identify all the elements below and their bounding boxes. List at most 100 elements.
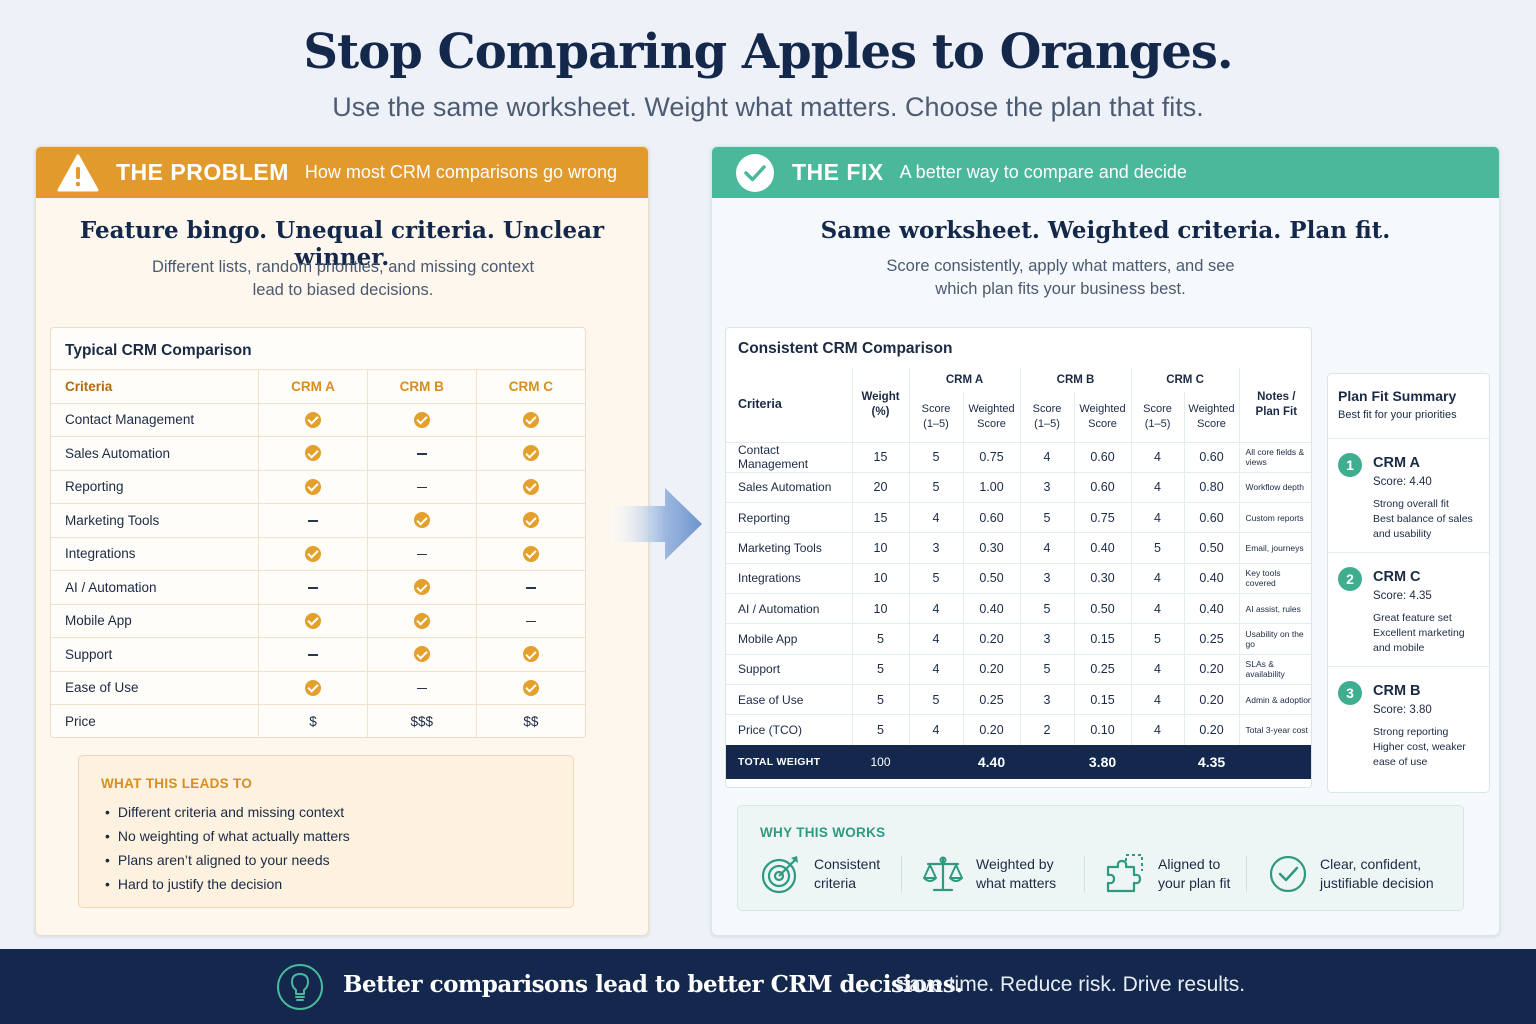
value-cell: 4 bbox=[1130, 471, 1185, 503]
criteria-cell: Contact Management bbox=[51, 402, 259, 437]
weighted-header: Weighted Score bbox=[962, 392, 1021, 442]
value-cell: 5 bbox=[908, 683, 963, 715]
value-cell: 15 bbox=[851, 441, 909, 473]
check-icon bbox=[522, 679, 539, 696]
note-cell: SLAs & availability bbox=[1238, 653, 1311, 685]
fix-heading: Same worksheet. Weighted criteria. Plan … bbox=[820, 217, 1391, 244]
score-label: Score bbox=[1032, 402, 1062, 415]
criteria-cell: AI / Automation bbox=[726, 592, 852, 624]
table-row: Price (TCO) 5 4 0.20 2 0.10 4 0.20 Total 3-year … bbox=[726, 714, 1311, 745]
footer-tagline: Save time. Reduce risk. Drive results. bbox=[895, 973, 1246, 996]
value-cell: 0.20 bbox=[962, 623, 1021, 655]
why-label: Aligned to your plan fit bbox=[1158, 855, 1278, 893]
weight-header: Weight bbox=[861, 390, 900, 403]
value-cell: 5 bbox=[851, 683, 909, 715]
table-row: Reporting 15 4 0.60 5 0.75 4 0.60 Custom reports bbox=[726, 502, 1311, 533]
table-row: Sales Automation bbox=[51, 436, 585, 470]
check-icon bbox=[413, 411, 430, 428]
why-label-line: Consistent bbox=[814, 856, 881, 872]
typical-comparison-table: Typical CRM Comparison Criteria CRM A CR… bbox=[50, 327, 586, 738]
value-cell: 2 bbox=[1019, 714, 1075, 745]
check-icon bbox=[305, 478, 322, 495]
crm-c-header: CRM C bbox=[1130, 368, 1240, 392]
table-row: Ease of Use 5 5 0.25 3 0.15 4 0.20 Admin & adopt… bbox=[726, 683, 1311, 715]
divider bbox=[901, 856, 902, 892]
value-cell: 0.50 bbox=[962, 562, 1021, 594]
leads-list: Different criteria and missing context N… bbox=[105, 800, 350, 896]
table-row: Ease of Use bbox=[51, 670, 585, 705]
value-cell: 0.15 bbox=[1073, 623, 1132, 655]
dash-icon bbox=[416, 453, 427, 455]
why-label-line: justifiable decision bbox=[1320, 875, 1434, 891]
note-cell: Admin & adoption bbox=[1238, 683, 1311, 715]
criteria-cell: Mobile App bbox=[726, 623, 852, 655]
fix-desc-line: which plan fits your business best. bbox=[935, 280, 1186, 298]
value-cell: 10 bbox=[851, 562, 909, 594]
plan-desc-line: Higher cost, weaker ease of use bbox=[1373, 741, 1466, 768]
value-cell: 0.20 bbox=[1183, 653, 1240, 685]
plan-description: Strong reporting Higher cost, weaker ease… bbox=[1373, 725, 1485, 770]
plan-desc-line: Strong reporting bbox=[1373, 726, 1449, 738]
dash-icon bbox=[416, 553, 427, 556]
table-row: Mobile App 5 4 0.20 3 0.15 5 0.25 Usability on t… bbox=[726, 623, 1311, 655]
dash-cell bbox=[258, 637, 368, 671]
check-icon bbox=[522, 445, 539, 462]
value-cell: 4 bbox=[908, 502, 963, 533]
weighted-label: Weighted bbox=[1188, 402, 1235, 415]
value-cell: 0.50 bbox=[1183, 532, 1240, 564]
plan-name: CRM C bbox=[1373, 569, 1421, 585]
value-cell: 5 bbox=[908, 562, 963, 594]
plan-score: Score: 4.35 bbox=[1373, 590, 1432, 602]
note-cell: Usability on the go bbox=[1238, 623, 1311, 655]
value-cell: 3 bbox=[1019, 471, 1075, 503]
plan-fit-item: 3 CRM B Score: 3.80 Strong reporting Higher … bbox=[1328, 666, 1489, 784]
why-label: Weighted by what matters bbox=[976, 855, 1096, 893]
why-item: Clear, confident, justifiable decision bbox=[1268, 852, 1460, 896]
page-subtitle: Use the same worksheet. Weight what matt… bbox=[332, 92, 1204, 122]
plan-fit-item: 1 CRM A Score: 4.40 Strong overall fit Best … bbox=[1328, 438, 1489, 552]
consistent-table-grid: Criteria Weight (%) CRM A CRM B CRM C No… bbox=[726, 368, 1311, 779]
why-label: Consistent criteria bbox=[814, 855, 934, 893]
empty-cell bbox=[909, 744, 963, 779]
footer-banner: Better comparisons lead to better CRM de… bbox=[0, 949, 1536, 1024]
value-cell: 3 bbox=[908, 532, 963, 564]
check-icon bbox=[413, 579, 430, 596]
column-header: Criteria bbox=[738, 397, 782, 412]
dash-icon bbox=[416, 687, 427, 690]
criteria-cell: Price (TCO) bbox=[726, 714, 852, 745]
rank-badge: 3 bbox=[1338, 681, 1362, 705]
rank-badge: 2 bbox=[1338, 567, 1362, 591]
value-cell: 15 bbox=[851, 502, 909, 533]
value-cell: 1.00 bbox=[962, 471, 1021, 503]
check-cell bbox=[475, 436, 585, 470]
check-icon bbox=[305, 612, 322, 629]
criteria-cell: Ease of Use bbox=[51, 670, 259, 705]
value-cell: 0.20 bbox=[1183, 683, 1240, 715]
plan-fit-subtitle: Best fit for your priorities bbox=[1338, 409, 1457, 421]
value-cell: 0.80 bbox=[1183, 471, 1240, 503]
weighted-label: Score bbox=[1088, 417, 1117, 430]
value-cell: 10 bbox=[851, 532, 909, 564]
check-cell bbox=[475, 402, 585, 437]
fix-description: Score consistently, apply what matters, … bbox=[712, 255, 1409, 301]
empty-cell bbox=[1239, 744, 1311, 779]
check-circle-icon bbox=[1269, 855, 1307, 893]
criteria-cell: Sales Automation bbox=[51, 436, 259, 470]
check-cell bbox=[475, 670, 585, 705]
problem-label: THE PROBLEM bbox=[116, 159, 289, 185]
empty-cell bbox=[1131, 744, 1185, 779]
value-cell: 0.75 bbox=[1073, 502, 1132, 533]
check-cell bbox=[258, 670, 368, 705]
dash-icon bbox=[525, 620, 536, 623]
weighted-label: Weighted bbox=[968, 402, 1015, 415]
value-cell: 0.10 bbox=[1073, 714, 1132, 745]
value-cell: 0.20 bbox=[962, 714, 1021, 745]
check-icon bbox=[305, 411, 322, 428]
check-cell bbox=[475, 637, 585, 671]
list-item: Different criteria and missing context bbox=[105, 800, 350, 824]
check-icon bbox=[522, 512, 539, 529]
check-icon bbox=[522, 545, 539, 562]
table-row: Mobile App bbox=[51, 603, 585, 638]
why-item: Consistent criteria bbox=[760, 852, 934, 896]
puzzle-icon bbox=[1106, 854, 1143, 893]
